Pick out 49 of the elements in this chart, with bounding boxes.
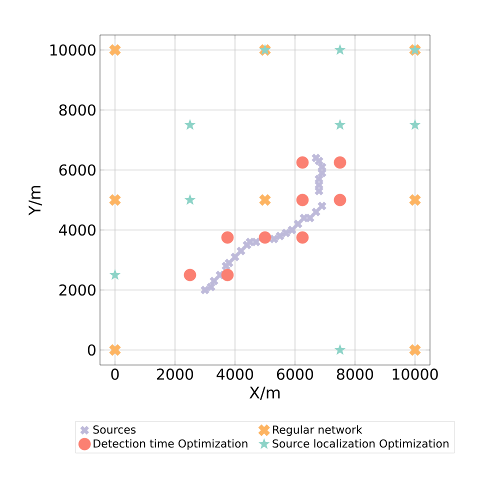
point <box>334 44 346 55</box>
y-tick-label: 0 <box>88 344 96 356</box>
y-tick-label: 8000 <box>59 104 96 116</box>
point <box>312 208 320 216</box>
legend-label: Sources <box>93 425 136 434</box>
point <box>334 194 346 206</box>
y-tick-label: 6000 <box>59 164 96 176</box>
point <box>334 344 346 355</box>
point <box>312 154 320 162</box>
x-axis-title: X/m <box>250 386 280 400</box>
point <box>109 269 121 280</box>
point <box>230 252 240 262</box>
point <box>224 258 234 268</box>
point <box>109 44 121 56</box>
point <box>109 344 121 356</box>
point <box>184 194 196 205</box>
point <box>334 119 346 130</box>
point <box>184 268 196 282</box>
point <box>409 119 421 130</box>
y-tick-label: 4000 <box>59 224 96 236</box>
point <box>288 226 296 234</box>
point <box>221 268 234 282</box>
point <box>334 156 346 169</box>
x-tick-label: 2000 <box>157 368 194 380</box>
point <box>236 246 246 256</box>
x-tick-label: 4000 <box>216 368 254 380</box>
point <box>259 194 271 206</box>
y-axis-title: Y/m <box>28 186 42 216</box>
point <box>221 231 234 244</box>
legend-label: Regular network <box>273 425 362 436</box>
legend-label: Source localization Optimization <box>272 439 448 450</box>
point <box>109 194 121 206</box>
point <box>296 231 309 244</box>
point <box>294 220 302 228</box>
point <box>318 202 326 210</box>
point <box>409 344 421 356</box>
point <box>184 119 196 130</box>
point <box>296 156 309 169</box>
y-tick-label: 2000 <box>59 284 96 296</box>
point <box>296 194 309 206</box>
point <box>258 231 272 244</box>
x-tick-label: 8000 <box>336 368 374 380</box>
x-tick-label: 0 <box>111 368 119 380</box>
point <box>409 194 421 206</box>
x-tick-label: 10000 <box>392 368 438 380</box>
x-tick-label: 6000 <box>276 368 314 380</box>
legend-label: Detection time Optimization <box>94 439 248 450</box>
y-tick-label: 10000 <box>50 44 96 56</box>
point <box>210 276 218 286</box>
